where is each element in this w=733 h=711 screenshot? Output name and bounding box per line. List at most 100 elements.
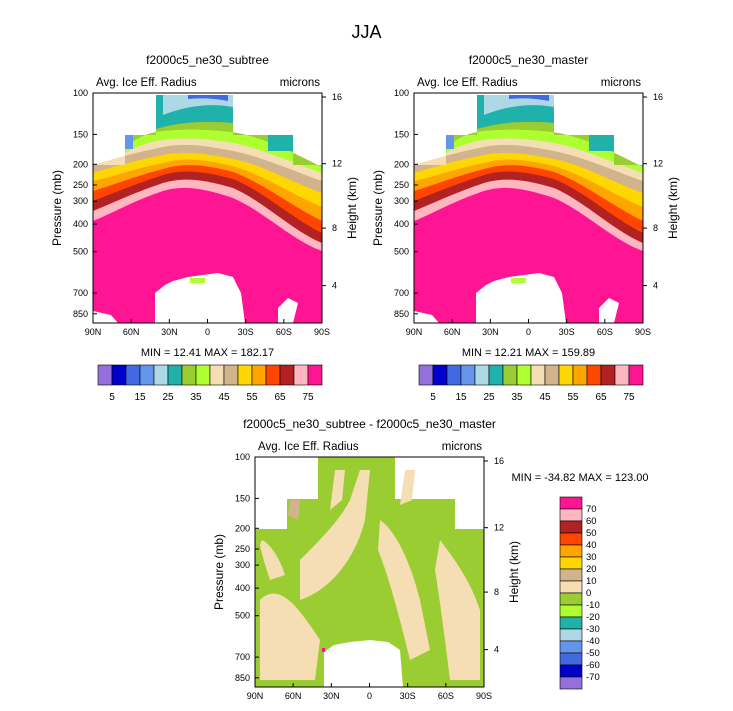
stats-line: MIN = 12.41 MAX = 182.17 xyxy=(141,347,274,359)
y-tick-label: 150 xyxy=(235,493,250,503)
colorbar-swatch xyxy=(628,364,644,386)
colorbar-swatch xyxy=(559,544,583,558)
y-tick-label: 150 xyxy=(73,129,88,139)
y-right-tick-label: 4 xyxy=(332,281,337,291)
y-axis-label: Pressure (mb) xyxy=(212,534,226,610)
panel-title: f2000c5_ne30_master xyxy=(469,53,588,67)
x-tick-label: 90S xyxy=(635,327,651,337)
colorbar-swatch xyxy=(307,364,323,386)
y-tick-label: 500 xyxy=(394,247,409,257)
y-tick-label: 850 xyxy=(235,673,250,683)
colorbar-swatch xyxy=(559,508,583,522)
colorbar-label: 30 xyxy=(586,552,597,563)
colorbar-label: 0 xyxy=(586,588,591,599)
colorbar-label: 15 xyxy=(134,392,146,403)
colorbar-swatch xyxy=(559,604,583,618)
colorbar-swatch xyxy=(530,364,546,386)
colorbar-swatch xyxy=(559,520,583,534)
colorbar-swatch xyxy=(559,676,583,690)
colorbar-label: 50 xyxy=(586,528,597,539)
colorbar-swatch xyxy=(446,364,462,386)
x-tick-label: 90N xyxy=(85,327,102,337)
panel-master: f2000c5_ne30_master Avg. Ice Eff. Radius… xyxy=(371,53,680,403)
y-right-tick-label: 4 xyxy=(494,645,499,655)
y-tick-label: 300 xyxy=(235,560,250,570)
colorbar-swatch xyxy=(209,364,225,386)
colorbar-label: -50 xyxy=(586,648,600,659)
colorbar-label: 45 xyxy=(539,392,551,403)
x-tick-label: 30N xyxy=(482,327,499,337)
y-right-axis-label: Height (km) xyxy=(345,177,359,239)
panel-difference: f2000c5_ne30_subtree - f2000c5_ne30_mast… xyxy=(212,417,649,701)
panel-title: f2000c5_ne30_subtree xyxy=(146,53,269,67)
colorbar-swatch xyxy=(125,364,141,386)
y-tick-label: 700 xyxy=(73,288,88,298)
colorbar-swatch xyxy=(516,364,532,386)
colorbar-label: -10 xyxy=(586,600,600,611)
colorbar-swatch xyxy=(559,532,583,546)
panel-subtree: f2000c5_ne30_subtree Avg. Ice Eff. Radiu… xyxy=(50,53,359,403)
y-tick-label: 500 xyxy=(73,247,88,257)
y-tick-label: 250 xyxy=(73,180,88,190)
y-tick-label: 700 xyxy=(235,652,250,662)
colorbar-label: 25 xyxy=(162,392,174,403)
colorbar-label: 55 xyxy=(246,392,258,403)
colorbar-swatch xyxy=(559,652,583,666)
y-right-tick-label: 8 xyxy=(332,223,337,233)
y-tick-label: 100 xyxy=(235,452,250,462)
field-label: Avg. Ice Eff. Radius xyxy=(96,77,197,89)
colorbar-label: 70 xyxy=(586,504,597,515)
y-right-tick-label: 16 xyxy=(332,92,342,102)
y-tick-label: 200 xyxy=(235,523,250,533)
colorbar-swatch xyxy=(265,364,281,386)
colorbar-swatch xyxy=(559,640,583,654)
colorbar-label: -30 xyxy=(586,624,600,635)
y-right-tick-label: 12 xyxy=(653,159,663,169)
colorbar-swatch xyxy=(559,616,583,630)
colorbar-swatch xyxy=(223,364,239,386)
x-tick-label: 30S xyxy=(400,691,416,701)
x-tick-label: 90N xyxy=(406,327,423,337)
colorbar-swatch xyxy=(237,364,253,386)
y-tick-label: 400 xyxy=(394,219,409,229)
colorbar-swatch xyxy=(111,364,127,386)
colorbar-label: 10 xyxy=(586,576,597,587)
colorbar-swatch xyxy=(418,364,434,386)
colorbar-label: 75 xyxy=(623,392,635,403)
colorbar-swatch xyxy=(559,592,583,606)
field-label: Avg. Ice Eff. Radius xyxy=(417,77,518,89)
y-tick-label: 300 xyxy=(73,196,88,206)
colorbar-swatch xyxy=(488,364,504,386)
y-tick-label: 200 xyxy=(73,159,88,169)
colorbar-swatch xyxy=(586,364,602,386)
contour-field xyxy=(255,457,484,687)
y-tick-label: 100 xyxy=(394,88,409,98)
colorbar-swatch xyxy=(153,364,169,386)
x-tick-label: 90S xyxy=(314,327,330,337)
colorbar-swatch xyxy=(195,364,211,386)
x-tick-label: 30S xyxy=(238,327,254,337)
y-right-tick-label: 12 xyxy=(332,159,342,169)
y-axis-label: Pressure (mb) xyxy=(371,170,385,246)
y-right-tick-label: 4 xyxy=(653,281,658,291)
y-tick-label: 500 xyxy=(235,611,250,621)
panel-title: f2000c5_ne30_subtree - f2000c5_ne30_mast… xyxy=(243,417,496,431)
figure-title: JJA xyxy=(351,22,381,42)
colorbar-swatch xyxy=(559,628,583,642)
colorbar-swatch xyxy=(559,496,583,510)
colorbar-swatch xyxy=(544,364,560,386)
colorbar-swatch xyxy=(167,364,183,386)
colorbar-swatch xyxy=(251,364,267,386)
colorbar-label: 20 xyxy=(586,564,597,575)
x-tick-label: 60S xyxy=(597,327,613,337)
y-tick-label: 850 xyxy=(394,309,409,319)
field-label: Avg. Ice Eff. Radius xyxy=(258,441,359,453)
y-tick-label: 250 xyxy=(394,180,409,190)
colorbar-swatch xyxy=(432,364,448,386)
colorbar-label: 55 xyxy=(567,392,579,403)
y-tick-label: 400 xyxy=(235,583,250,593)
contour-field xyxy=(414,93,643,323)
colorbar-swatch xyxy=(558,364,574,386)
x-tick-label: 30S xyxy=(559,327,575,337)
